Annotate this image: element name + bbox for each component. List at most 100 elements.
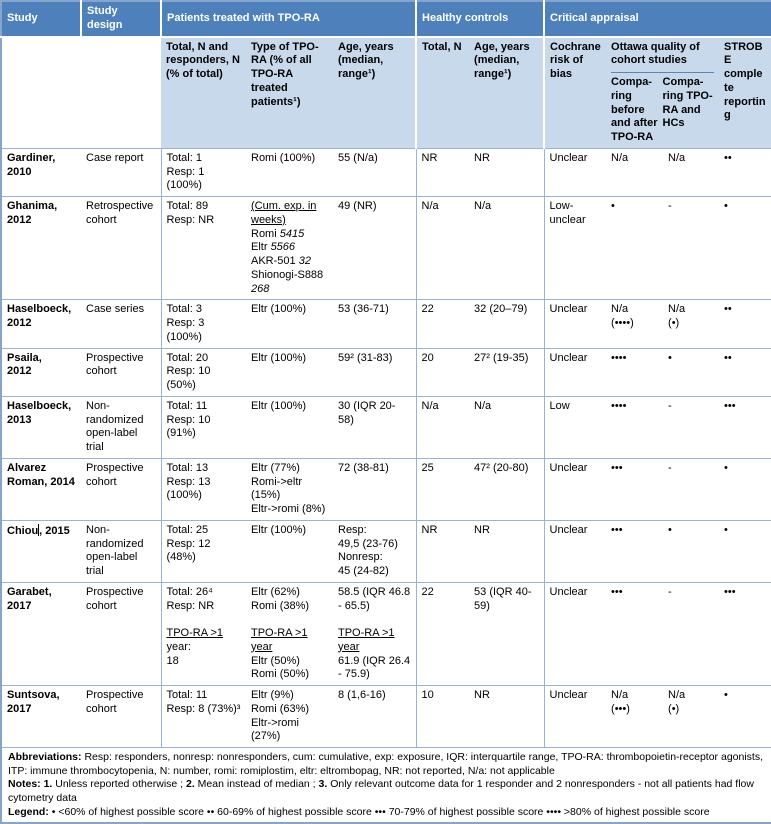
text-segment: N/a: [668, 689, 686, 701]
cell-line: Low: [550, 400, 602, 414]
cell-line: Unclear: [550, 352, 602, 366]
cell-line: Total: 11: [167, 400, 242, 414]
cell-line: Garabet,: [7, 586, 76, 600]
text-segment: •: [724, 689, 728, 701]
text-segment: N/a: [611, 303, 629, 316]
text-segment: Eltr (62%): [251, 585, 300, 598]
text-segment: Resp: responders, nonresp: nonresponders…: [8, 751, 763, 777]
ottawa-divider-rule: [611, 71, 715, 73]
text-segment: Resp: 10 (50%): [166, 365, 211, 391]
cell-line: N/a: [611, 689, 658, 703]
cell-line: Total: 3: [167, 303, 242, 317]
text-segment: Notes: 1.: [8, 778, 53, 791]
text-segment: Suntsova,: [7, 689, 60, 701]
cell-line: 2012: [7, 365, 76, 379]
cell-strobe: ••: [719, 147, 771, 197]
text-segment: Total: 25: [166, 523, 209, 536]
text-segment: Nonresp:: [338, 551, 383, 564]
cell-ottawa2: N/a (•): [663, 685, 720, 748]
text-segment: Low: [549, 399, 570, 412]
text-segment: Romi (63%): [251, 702, 310, 715]
text-segment: Eltr->romi (8%): [251, 503, 326, 515]
table-row: Garabet, 2017 Prospective cohort Total: 26⁴…: [1, 581, 771, 686]
text-segment: 18: [166, 654, 179, 667]
text-segment: AKR-501: [251, 255, 299, 267]
text-segment: N/a: [474, 200, 492, 212]
cell-age: 72 (38-81): [333, 457, 417, 521]
cell-line: Resp: 10 (91%): [167, 414, 242, 442]
text-segment: TPO-RA >1 year: [251, 627, 308, 653]
text-segment: Prospective cohort: [86, 585, 144, 612]
cell-line: 22: [422, 586, 465, 600]
col-header-strobe: STROBE complete reporting: [719, 36, 771, 149]
text-segment: 2012: [7, 317, 32, 329]
text-segment: •: [724, 523, 728, 536]
col-header-tpo-ra-type: Type of TPO-RA (% of all TPO-RA treated …: [246, 36, 333, 149]
table-row: Ghanima, 2012 Retrospective cohort Total: 8…: [1, 195, 771, 300]
text-segment: 2017: [7, 702, 32, 715]
text-segment: 61.9 (IQR 26.4 - 75.9): [338, 654, 411, 681]
table-footer: Abbreviations: Resp: responders, nonresp…: [1, 747, 771, 824]
cell-line: Eltr (50%): [251, 655, 328, 669]
cell-ottawa1: N/a (••••): [606, 299, 664, 348]
group-header-patients-tpo-ra: Patients treated with TPO-RA: [159, 1, 417, 38]
cell-line: Unclear: [550, 524, 602, 538]
cell-study: Psaila, 2012: [1, 347, 81, 397]
cell-strobe: •: [719, 685, 771, 748]
cell-line: [338, 613, 411, 627]
cell-line: Total: 11: [167, 689, 242, 703]
cell-age: 59² (31-83): [333, 347, 417, 397]
cell-strobe: •••: [719, 581, 771, 686]
text-segment: Total: 11: [166, 399, 208, 412]
text-segment: 22: [421, 303, 434, 316]
cell-line: weeks): [251, 214, 328, 228]
cell-line: TPO-RA >1 year:: [167, 627, 242, 655]
cell-line: NR: [422, 152, 465, 166]
cell-line: 30 (IQR 20-58): [338, 400, 411, 428]
text-segment: Chiou: [7, 524, 39, 537]
text-segment: 3.: [318, 778, 328, 791]
text-segment: Case report: [86, 151, 144, 164]
cell-line: Unclear: [550, 586, 602, 600]
text-segment: Resp: NR: [166, 213, 215, 226]
cell-hc_age: 27² (19-35): [469, 347, 545, 397]
cell-line: Ghanima,: [7, 200, 76, 214]
cell-ottawa2: -: [663, 395, 720, 459]
cell-cochrane: Unclear: [543, 299, 607, 348]
text-segment: (••••): [611, 317, 634, 329]
cell-ottawa1: ••••: [606, 395, 664, 459]
text-segment: Garabet,: [7, 585, 52, 598]
cell-type: Eltr (62%) Romi (38%) TPO-RA >1 year Eltr …: [246, 581, 333, 686]
cell-hc_n: 22: [415, 581, 470, 686]
cell-line: N/a: [668, 689, 714, 703]
text-segment: (Cum. exp. in: [251, 200, 317, 212]
cell-line: N/a: [611, 303, 658, 317]
table-header: Study Study design Patients treated with…: [1, 1, 771, 149]
cell-line: -: [668, 400, 714, 414]
col-header-study-design: Study design: [80, 1, 161, 38]
cell-line: Resp: 1 (100%): [167, 166, 242, 194]
cell-strobe: •: [719, 519, 771, 583]
cell-ottawa2: N/a: [663, 147, 720, 197]
table-row: Suntsova, 2017 Prospective cohort Total: 11…: [1, 685, 771, 748]
cell-ottawa1: N/a: [606, 147, 664, 197]
cell-strobe: ••: [719, 299, 771, 348]
text-segment: (•): [668, 317, 680, 329]
col-header-ottawa-quality: Ottawa quality of cohort studies Compa- …: [606, 36, 720, 149]
cell-line: TPO-RA >1 year: [338, 627, 411, 655]
cell-ottawa1: •••: [606, 519, 664, 583]
cell-line: Total: 26⁴: [167, 586, 242, 600]
cell-line: 2017: [7, 600, 76, 614]
text-segment: Non-randomized open-label trial: [86, 523, 144, 577]
text-segment: Shionogi-S888: [251, 268, 324, 281]
text-segment: •: [724, 461, 728, 474]
text-segment: 2010: [7, 165, 32, 178]
text-segment: N/a: [668, 303, 686, 316]
text-segment: Legend:: [8, 805, 52, 818]
text-segment: Unclear: [549, 585, 588, 598]
text-segment: Abbreviations:: [8, 751, 85, 763]
cell-hc_age: NR: [469, 147, 545, 197]
cell-hc_n: NR: [415, 147, 470, 197]
cell-line: •••: [611, 462, 658, 476]
